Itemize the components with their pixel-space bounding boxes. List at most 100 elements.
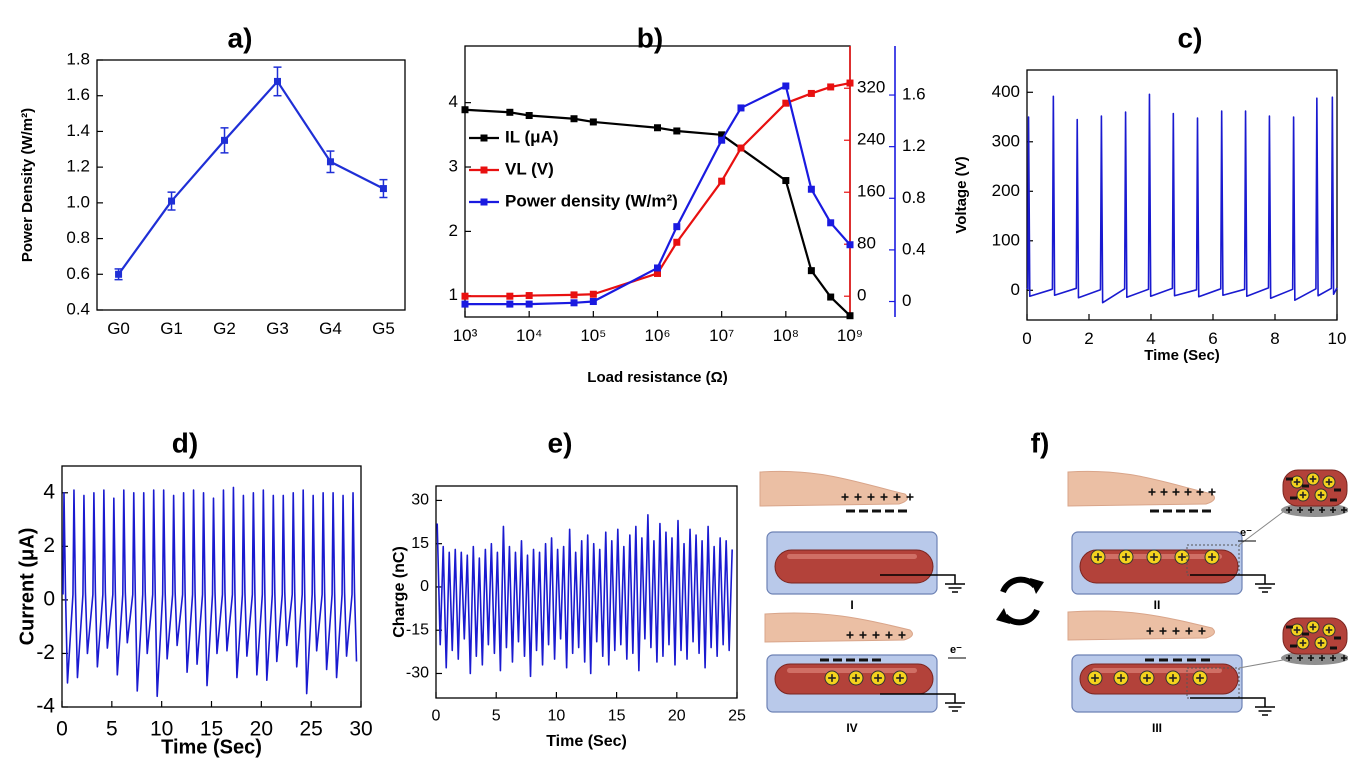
x-tick-label: G3: [266, 319, 289, 338]
plot-frame: [96, 59, 406, 311]
data-marker: [589, 290, 597, 298]
data-line: [436, 514, 733, 678]
data-marker: [273, 77, 281, 85]
x-tick-label: 10⁵: [580, 326, 606, 345]
x-axis-label: Load resistance (Ω): [587, 369, 727, 386]
data-marker: [718, 131, 726, 139]
y-tick-label: 0.8: [66, 228, 90, 247]
substrate: [1281, 651, 1348, 665]
y-tick-label: 400: [992, 82, 1020, 101]
data-marker: [570, 299, 578, 307]
stage-label: I: [850, 598, 853, 612]
data-marker: [654, 269, 661, 277]
legend-label: Power density (W/m²): [505, 191, 678, 210]
mechanism-diagram: f) I II III IV e⁻ e⁻: [759, 427, 1348, 735]
y-tick-label: 300: [992, 131, 1020, 150]
y-tick-label: 30: [411, 492, 429, 509]
y-tick-label: 80: [857, 234, 876, 253]
legend-marker: [480, 198, 488, 206]
data-marker: [379, 185, 387, 193]
capsule-shine: [787, 554, 917, 559]
x-tick-label: 10: [150, 717, 173, 740]
data-marker: [654, 264, 661, 272]
arrow: [1002, 608, 1040, 626]
zoom-line: [1238, 511, 1284, 546]
ground-wire: [1190, 697, 1266, 707]
x-tick-label: 0: [56, 717, 68, 740]
electron-label: e⁻: [1240, 527, 1252, 539]
x-tick-label: 10³: [453, 326, 478, 345]
x-tick-label: 8: [1270, 329, 1279, 348]
cycle-arrows: [1000, 576, 1040, 626]
y-tick-label: 0.8: [902, 188, 926, 207]
x-tick-label: 10: [1328, 329, 1347, 348]
data-marker: [737, 144, 745, 152]
x-axis-label: Time (Sec): [1144, 347, 1220, 364]
y-tick-label: 320: [857, 78, 885, 97]
y-tick-label: 200: [992, 181, 1020, 200]
hand: [1067, 610, 1215, 641]
x-tick-label: 15: [200, 717, 223, 740]
data-marker: [525, 292, 533, 300]
x-tick-label: 10⁷: [709, 326, 734, 345]
stage-label: IV: [846, 721, 857, 735]
data-marker: [589, 298, 597, 306]
y-tick-label: 0: [857, 286, 866, 305]
y-tick-label: 1.8: [66, 49, 90, 68]
x-tick-label: 10: [548, 708, 566, 725]
x-tick-label: 2: [1084, 329, 1093, 348]
x-axis-label: Time (Sec): [546, 733, 627, 750]
y-axis-label: Current (μA): [16, 528, 38, 646]
data-marker: [782, 99, 790, 107]
data-marker: [718, 177, 726, 185]
x-tick-label: 0: [1022, 329, 1031, 348]
plot-frame: [61, 465, 362, 708]
y-tick-label: -2: [36, 641, 55, 664]
y-tick-label: 1.2: [902, 136, 926, 155]
hand: [764, 612, 913, 643]
y-tick-label: 0.4: [66, 299, 90, 318]
x-tick-label: G1: [160, 319, 183, 338]
data-marker: [673, 238, 681, 246]
legend-marker: [480, 134, 488, 142]
y-tick-label: 3: [449, 157, 458, 176]
data-marker: [827, 293, 835, 301]
data-marker: [570, 291, 578, 299]
data-marker: [807, 89, 815, 97]
y-tick-label: -4: [36, 695, 55, 718]
y-tick-label: 1: [449, 285, 458, 304]
data-marker: [782, 82, 790, 90]
x-tick-label: G4: [319, 319, 342, 338]
data-marker: [718, 136, 726, 144]
y-tick-label: 100: [992, 230, 1020, 249]
x-tick-label: 10⁶: [645, 326, 671, 345]
y-tick-label: 0.6: [66, 264, 90, 283]
data-marker: [168, 197, 176, 205]
data-marker: [570, 115, 578, 123]
x-tick-label: G5: [372, 319, 395, 338]
data-marker: [846, 312, 854, 320]
ground-wire: [880, 574, 956, 584]
legend-marker: [480, 166, 488, 174]
y-tick-label: -15: [406, 621, 429, 638]
y-tick-label: -30: [406, 665, 429, 682]
plot-frame: [1026, 69, 1338, 321]
data-marker: [846, 241, 854, 249]
y-tick-label: 1.2: [66, 157, 90, 176]
chart-title: b): [637, 22, 663, 53]
ground-wire: [1190, 574, 1266, 584]
x-tick-label: 10⁸: [773, 326, 799, 345]
data-marker: [654, 124, 661, 132]
plot-frame: [435, 485, 738, 699]
y-axis-label: Charge (nC): [391, 546, 408, 638]
x-tick-label: 5: [106, 717, 118, 740]
data-marker: [673, 223, 681, 231]
arrow: [1000, 576, 1038, 594]
electron-label: e⁻: [950, 644, 962, 656]
chart-title: c): [1178, 22, 1203, 53]
data-marker: [827, 83, 835, 91]
chart-title: d): [172, 427, 198, 458]
data-line: [117, 80, 384, 275]
chart-title: a): [228, 22, 253, 53]
y-tick-label: 1.6: [66, 85, 90, 104]
